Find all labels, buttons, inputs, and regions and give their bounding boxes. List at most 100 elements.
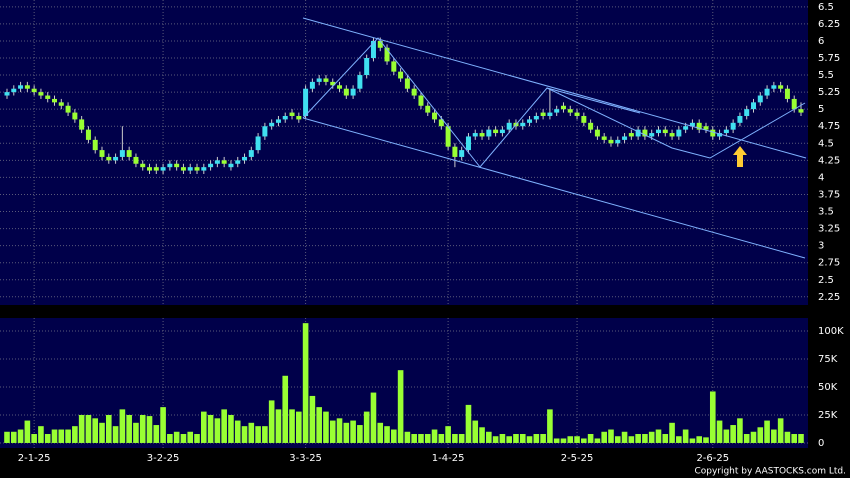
- volume-bar: [357, 425, 363, 443]
- x-tick-label: 2-1-25: [18, 453, 51, 464]
- candle-body: [140, 163, 146, 168]
- y-tick-label: 2.5: [818, 275, 834, 286]
- candle-body: [289, 112, 295, 116]
- candle-body: [744, 109, 750, 116]
- candle-body: [38, 92, 44, 96]
- y-tick-label: 3.25: [818, 224, 840, 235]
- volume-bar: [411, 434, 417, 443]
- volume-bar: [445, 426, 451, 443]
- volume-bar: [418, 434, 424, 443]
- volume-bar: [282, 375, 289, 443]
- candle-body: [628, 133, 634, 137]
- credit: Copyright by AASTOCKS.com Ltd.: [694, 467, 846, 477]
- x-tick-label: 3-3-25: [289, 453, 322, 464]
- volume-bar: [621, 431, 628, 443]
- candle-body: [737, 115, 743, 123]
- candle-body: [221, 160, 227, 164]
- volume-bar: [10, 431, 17, 443]
- volume-bar: [594, 438, 601, 443]
- candle-body: [275, 119, 281, 123]
- candle-body: [92, 139, 98, 151]
- candle-body: [784, 88, 790, 99]
- candle-body: [113, 156, 119, 161]
- candle-body: [554, 109, 560, 113]
- volume-bar: [601, 431, 607, 443]
- candle-body: [45, 95, 51, 99]
- candle-body: [330, 81, 336, 86]
- volume-bar: [4, 431, 10, 443]
- volume-bar: [540, 434, 546, 443]
- volume-tick-label: 25K: [818, 410, 838, 421]
- candle-body: [764, 88, 770, 96]
- candle-body: [404, 78, 410, 89]
- volume-bar: [614, 436, 621, 443]
- candle-body: [214, 160, 220, 164]
- volume-bar: [587, 434, 594, 443]
- volume-bar: [397, 370, 404, 443]
- candle-body: [499, 129, 505, 134]
- candle-body: [370, 40, 376, 58]
- candle-body: [52, 98, 58, 103]
- volume-bar: [207, 414, 214, 443]
- volume-bar: [689, 438, 696, 443]
- candle-body: [567, 109, 573, 113]
- y-tick-label: 6.5: [818, 2, 834, 13]
- candle-body: [506, 122, 512, 130]
- candle-body: [119, 150, 125, 157]
- volume-bar: [201, 411, 207, 443]
- y-tick-label: 4.5: [818, 138, 834, 149]
- volume-bar: [173, 431, 180, 443]
- candle-body: [194, 167, 200, 171]
- candle-body: [147, 167, 153, 171]
- volume-bar: [696, 436, 703, 443]
- candle-body: [418, 95, 424, 106]
- volume-bar: [296, 411, 302, 443]
- candle-body: [452, 146, 458, 157]
- candle-body: [601, 136, 607, 140]
- volume-bar: [17, 429, 24, 443]
- volume-bar: [31, 434, 37, 443]
- y-tick-label: 3: [818, 241, 824, 252]
- candle-body: [323, 78, 329, 82]
- volume-bar: [180, 434, 187, 443]
- volume-bar: [105, 414, 112, 443]
- y-tick-label: 5: [818, 104, 824, 115]
- candle-body: [262, 126, 268, 137]
- volume-bar: [452, 434, 458, 443]
- volume-bar: [628, 436, 635, 443]
- volume-bar: [513, 434, 519, 443]
- volume-tick-label: 50K: [818, 382, 838, 393]
- candle-body: [527, 119, 533, 123]
- candle-body: [465, 136, 471, 151]
- candle-body: [547, 112, 553, 116]
- volume-bar: [248, 422, 255, 443]
- candle-body: [411, 88, 417, 96]
- volume-bar: [479, 427, 485, 443]
- volume-bar: [743, 434, 750, 443]
- candle-body: [18, 85, 24, 89]
- x-tick-label: 2-6-25: [696, 453, 729, 464]
- volume-bar: [44, 434, 51, 443]
- candle-body: [201, 167, 207, 171]
- volume-bar: [499, 434, 506, 443]
- volume-bar: [72, 426, 78, 443]
- volume-bar: [262, 426, 268, 443]
- volume-tick-label: 75K: [818, 354, 838, 365]
- candle-body: [126, 150, 132, 157]
- volume-tick-label: 100K: [818, 326, 844, 337]
- candle-body: [79, 119, 85, 130]
- arrow: [733, 146, 747, 167]
- volume-bar: [133, 422, 139, 443]
- volume-bar: [519, 434, 526, 443]
- volume-bar: [723, 429, 730, 443]
- volume-bar: [255, 426, 261, 443]
- volume-bar: [798, 434, 804, 443]
- volume-bar: [160, 407, 166, 443]
- volume-bar: [492, 436, 499, 443]
- volume-bar: [560, 438, 567, 443]
- candle-body: [730, 122, 736, 130]
- candle-body: [615, 139, 621, 144]
- candle-body: [106, 156, 112, 161]
- candle-body: [269, 122, 275, 127]
- volume-bar: [119, 409, 126, 443]
